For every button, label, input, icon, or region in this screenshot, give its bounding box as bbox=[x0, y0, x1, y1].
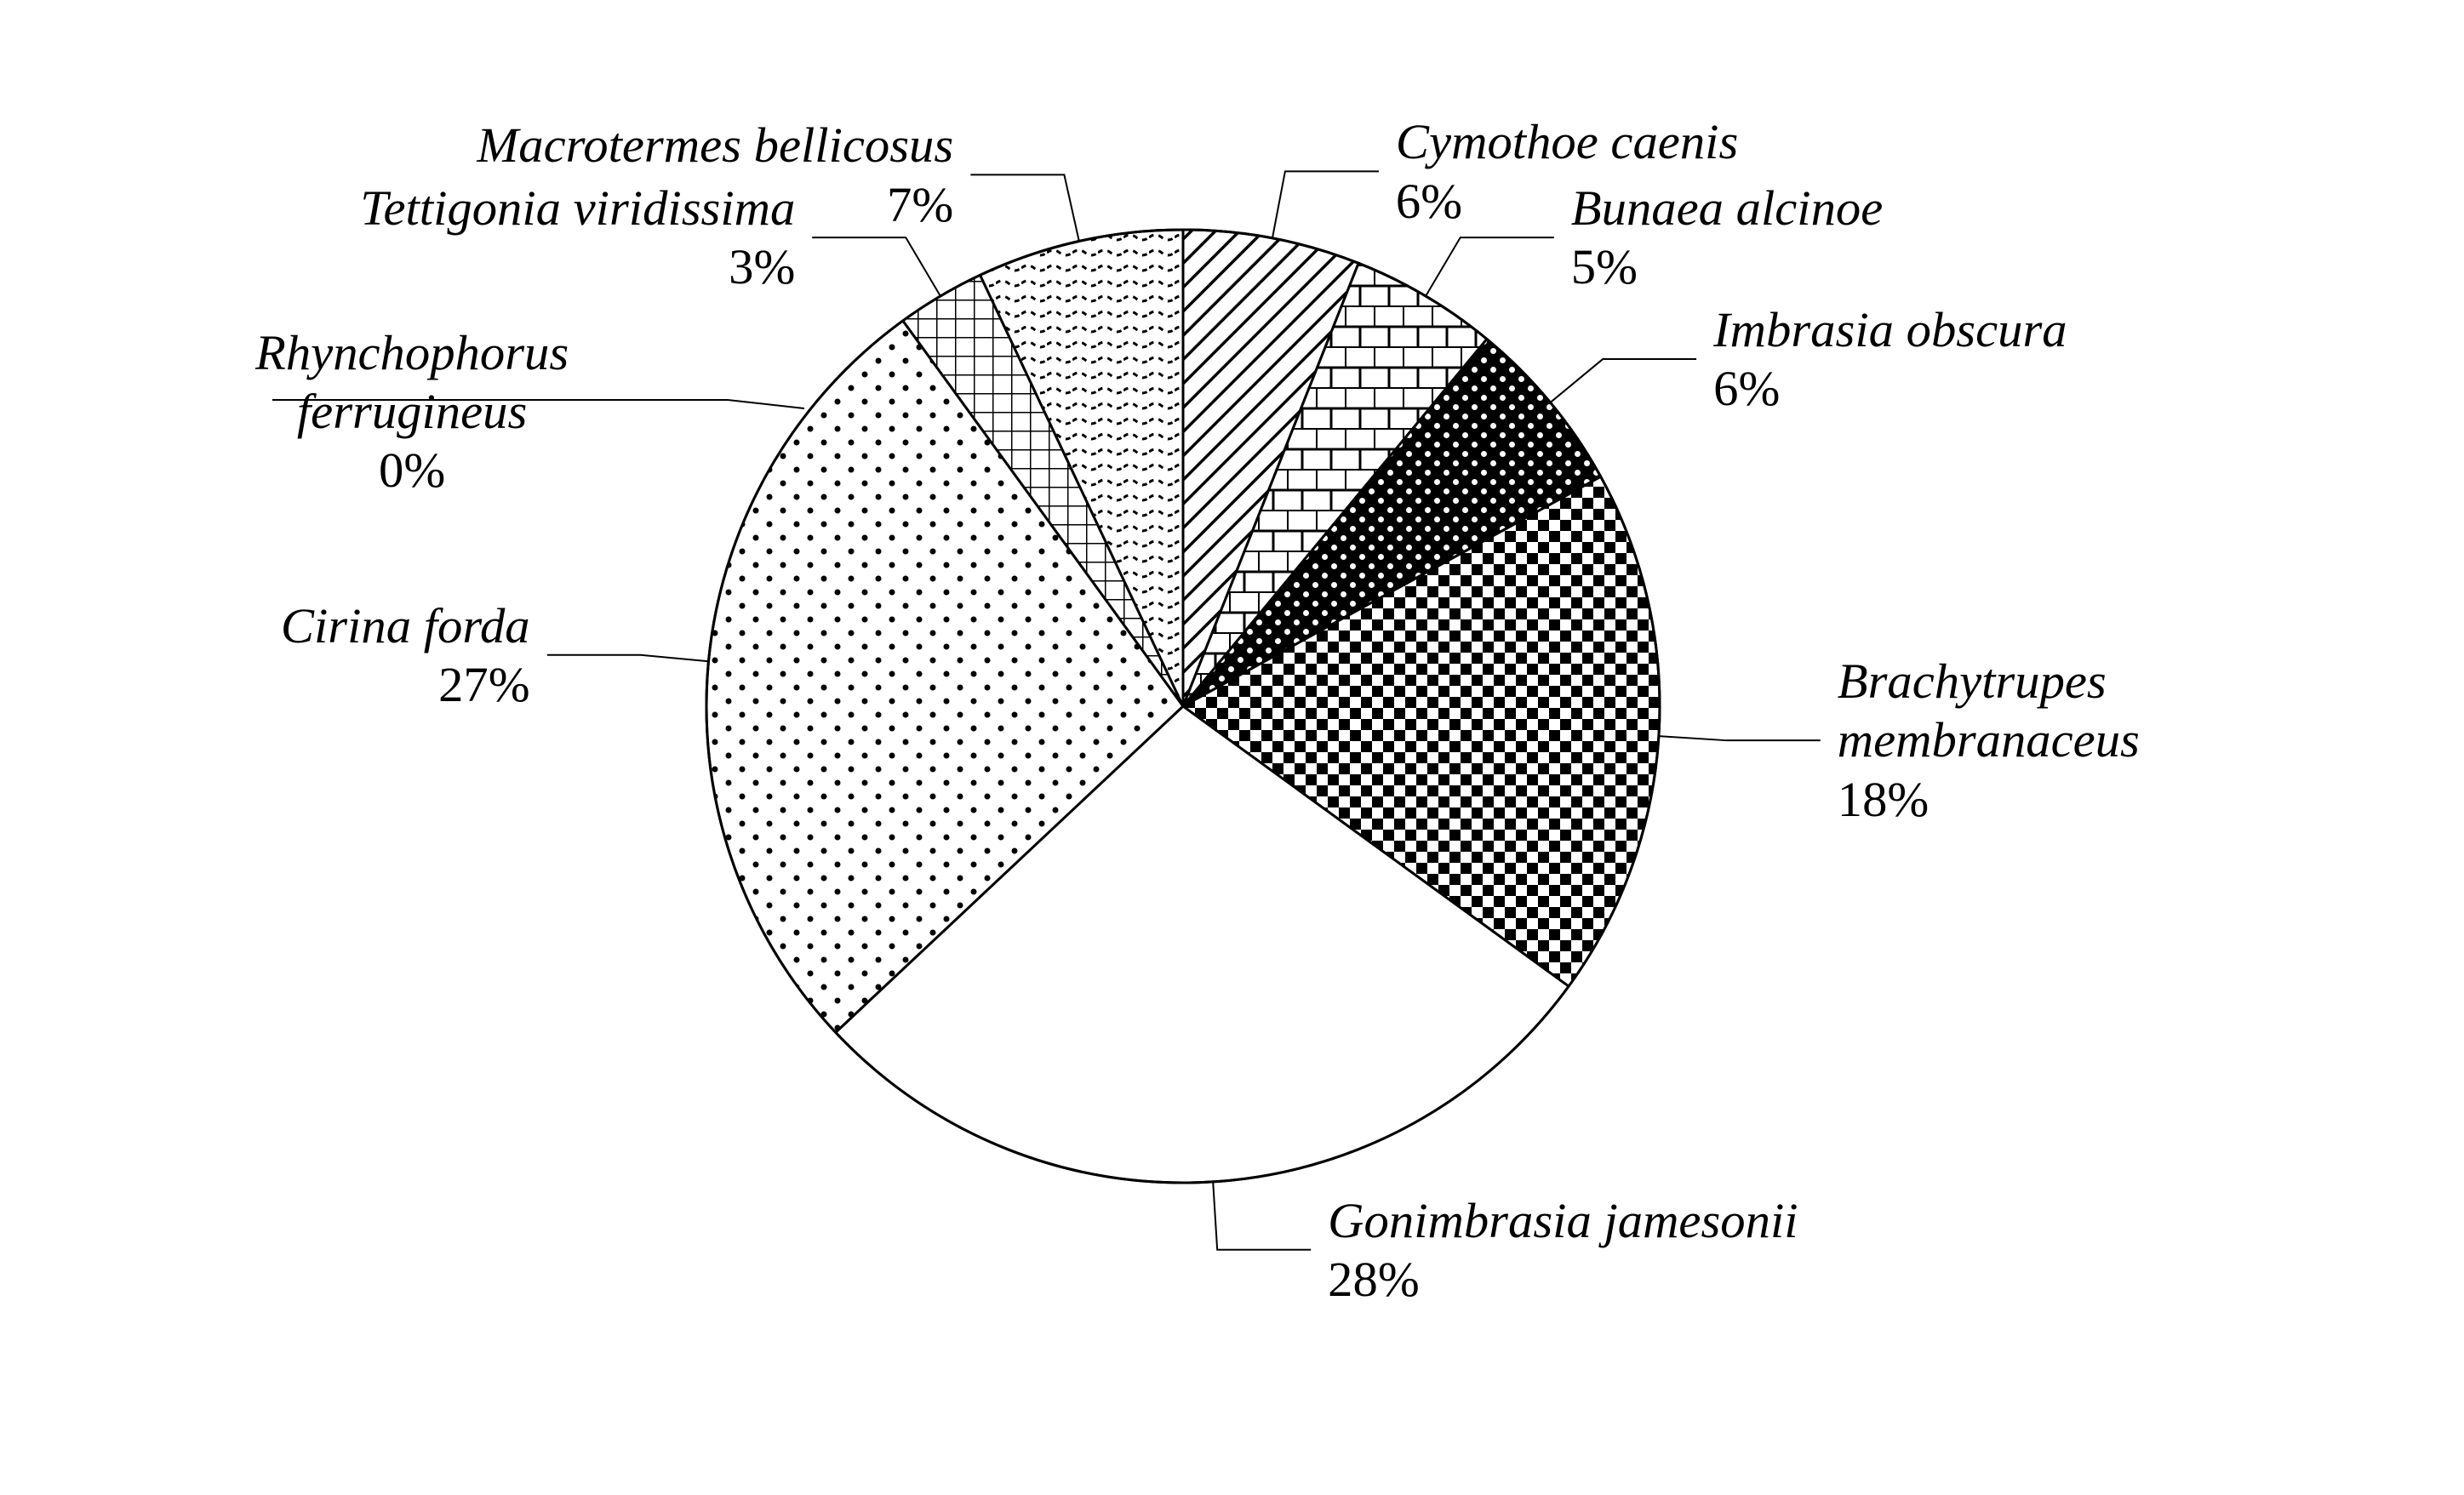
slice-percent: 6% bbox=[1713, 361, 1780, 416]
slice-percent: 18% bbox=[1838, 772, 1929, 827]
slice-label: Macrotermes bellicosus7% bbox=[477, 116, 953, 233]
leader-line bbox=[812, 237, 940, 296]
slice-percent: 6% bbox=[1396, 174, 1462, 229]
leader-line bbox=[1213, 1182, 1311, 1250]
slice-name: Rhynchophorus bbox=[255, 325, 569, 380]
slice-label: Cirina forda27% bbox=[281, 596, 530, 714]
slice-name: Cirina forda bbox=[281, 598, 530, 653]
slice-name: Macrotermes bellicosus bbox=[477, 117, 953, 173]
slice-percent: 28% bbox=[1328, 1252, 1420, 1307]
pie-chart: Cymothoe caenis6%Bunaea alcinoe5%Imbrasi… bbox=[0, 0, 2464, 1495]
slice-label: Rhynchophorusferrugineus0% bbox=[255, 323, 569, 500]
slice-percent: 0% bbox=[379, 442, 445, 498]
slice-name: membranaceus bbox=[1838, 712, 2140, 767]
leader-line bbox=[970, 174, 1078, 241]
slice-label: Bunaea alcinoe5% bbox=[1571, 179, 1884, 296]
leader-line bbox=[1550, 359, 1696, 402]
slice-name: Cymothoe caenis bbox=[1396, 114, 1738, 169]
leader-line bbox=[1426, 237, 1554, 296]
slice-percent: 5% bbox=[1571, 239, 1638, 294]
slice-name: Brachytrupes bbox=[1838, 653, 2107, 709]
slice-name: Bunaea alcinoe bbox=[1571, 180, 1884, 236]
leader-line bbox=[1659, 736, 1821, 740]
slice-label: Imbrasia obscura6% bbox=[1713, 300, 2067, 418]
slice-name: Imbrasia obscura bbox=[1713, 302, 2067, 357]
slice-percent: 3% bbox=[729, 239, 795, 294]
slice-label: Brachytrupesmembranaceus18% bbox=[1838, 652, 2140, 829]
leader-line bbox=[1272, 171, 1379, 238]
slice-name: ferrugineus bbox=[297, 384, 527, 439]
slice-label: Gonimbrasia jamesonii28% bbox=[1328, 1191, 1798, 1309]
slice-percent: 7% bbox=[887, 177, 953, 232]
slice-name: Gonimbrasia jamesonii bbox=[1328, 1193, 1798, 1248]
leader-line bbox=[547, 655, 709, 662]
slice-percent: 27% bbox=[438, 657, 530, 712]
